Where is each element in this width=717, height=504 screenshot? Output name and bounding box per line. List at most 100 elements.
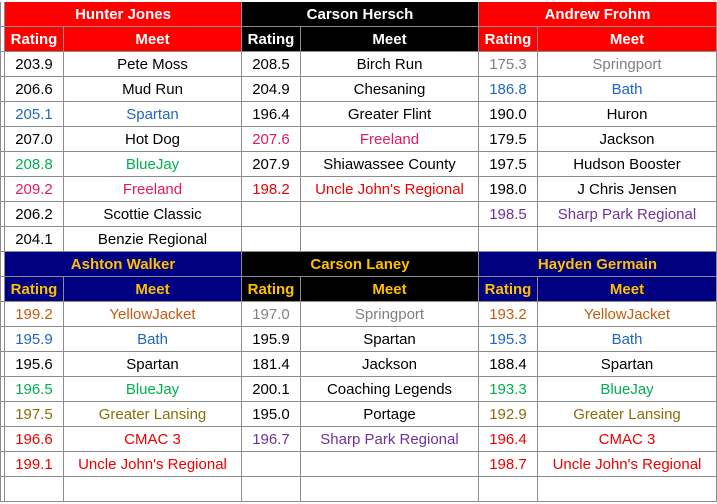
meet-cell[interactable]: Uncle John's Regional bbox=[538, 452, 717, 477]
rating-cell[interactable] bbox=[5, 477, 64, 502]
meet-cell[interactable]: Chesaning bbox=[301, 77, 479, 102]
rating-cell[interactable]: 196.6 bbox=[5, 427, 64, 452]
rating-column-header[interactable]: Rating bbox=[242, 27, 301, 52]
gutter-cell[interactable] bbox=[0, 52, 5, 77]
meet-cell[interactable]: Sharp Park Regional bbox=[301, 427, 479, 452]
meet-cell[interactable] bbox=[301, 202, 479, 227]
rating-cell[interactable]: 198.0 bbox=[479, 177, 538, 202]
athlete-name-carson-hersch[interactable]: Carson Hersch bbox=[242, 2, 479, 27]
meet-cell[interactable]: Greater Lansing bbox=[64, 402, 242, 427]
athlete-name-carson-laney[interactable]: Carson Laney bbox=[242, 252, 479, 277]
athlete-name-ashton-walker[interactable]: Ashton Walker bbox=[5, 252, 242, 277]
rating-cell[interactable]: 195.3 bbox=[479, 327, 538, 352]
rating-column-header[interactable]: Rating bbox=[5, 27, 64, 52]
meet-cell[interactable]: Spartan bbox=[538, 352, 717, 377]
rating-cell[interactable]: 186.8 bbox=[479, 77, 538, 102]
meet-cell[interactable]: YellowJacket bbox=[538, 302, 717, 327]
rating-cell[interactable]: 197.5 bbox=[5, 402, 64, 427]
rating-cell[interactable]: 196.7 bbox=[242, 427, 301, 452]
meet-cell[interactable]: Pete Moss bbox=[64, 52, 242, 77]
meet-cell[interactable]: Freeland bbox=[64, 177, 242, 202]
athlete-name-hunter-jones[interactable]: Hunter Jones bbox=[5, 2, 242, 27]
meet-cell[interactable]: Jackson bbox=[301, 352, 479, 377]
meet-cell[interactable]: Birch Run bbox=[301, 52, 479, 77]
meet-cell[interactable]: Portage bbox=[301, 402, 479, 427]
rating-cell[interactable]: 193.2 bbox=[479, 302, 538, 327]
meet-cell[interactable]: Hot Dog bbox=[64, 127, 242, 152]
meet-cell[interactable]: Shiawassee County bbox=[301, 152, 479, 177]
rating-cell[interactable]: 190.0 bbox=[479, 102, 538, 127]
meet-cell[interactable]: Bath bbox=[538, 327, 717, 352]
meet-cell[interactable]: Bath bbox=[64, 327, 242, 352]
rating-cell[interactable] bbox=[479, 477, 538, 502]
meet-cell[interactable] bbox=[301, 452, 479, 477]
gutter-cell[interactable] bbox=[0, 2, 5, 27]
gutter-cell[interactable] bbox=[0, 177, 5, 202]
gutter-cell[interactable] bbox=[0, 227, 5, 252]
meet-cell[interactable]: J Chris Jensen bbox=[538, 177, 717, 202]
meet-cell[interactable]: Uncle John's Regional bbox=[64, 452, 242, 477]
rating-cell[interactable]: 207.0 bbox=[5, 127, 64, 152]
rating-cell[interactable]: 206.6 bbox=[5, 77, 64, 102]
gutter-cell[interactable] bbox=[0, 202, 5, 227]
gutter-cell[interactable] bbox=[0, 477, 5, 502]
rating-cell[interactable] bbox=[242, 452, 301, 477]
meet-cell[interactable]: Benzie Regional bbox=[64, 227, 242, 252]
rating-cell[interactable]: 205.1 bbox=[5, 102, 64, 127]
rating-cell[interactable]: 198.2 bbox=[242, 177, 301, 202]
meet-column-header[interactable]: Meet bbox=[538, 277, 717, 302]
meet-cell[interactable] bbox=[538, 227, 717, 252]
meet-cell[interactable]: YellowJacket bbox=[64, 302, 242, 327]
gutter-cell[interactable] bbox=[0, 252, 5, 277]
meet-cell[interactable]: Coaching Legends bbox=[301, 377, 479, 402]
meet-column-header[interactable]: Meet bbox=[64, 277, 242, 302]
gutter-cell[interactable] bbox=[0, 402, 5, 427]
rating-cell[interactable]: 198.7 bbox=[479, 452, 538, 477]
rating-column-header[interactable]: Rating bbox=[242, 277, 301, 302]
rating-cell[interactable]: 209.2 bbox=[5, 177, 64, 202]
meet-cell[interactable]: Huron bbox=[538, 102, 717, 127]
meet-column-header[interactable]: Meet bbox=[301, 277, 479, 302]
rating-cell[interactable]: 208.5 bbox=[242, 52, 301, 77]
rating-cell[interactable]: 197.5 bbox=[479, 152, 538, 177]
rating-cell[interactable] bbox=[242, 227, 301, 252]
gutter-cell[interactable] bbox=[0, 327, 5, 352]
meet-cell[interactable]: Greater Flint bbox=[301, 102, 479, 127]
meet-cell[interactable]: Jackson bbox=[538, 127, 717, 152]
meet-cell[interactable] bbox=[301, 227, 479, 252]
meet-cell[interactable] bbox=[64, 477, 242, 502]
rating-cell[interactable]: 199.1 bbox=[5, 452, 64, 477]
rating-cell[interactable]: 195.9 bbox=[242, 327, 301, 352]
rating-cell[interactable]: 207.9 bbox=[242, 152, 301, 177]
meet-column-header[interactable]: Meet bbox=[301, 27, 479, 52]
gutter-cell[interactable] bbox=[0, 302, 5, 327]
rating-cell[interactable]: 193.3 bbox=[479, 377, 538, 402]
meet-cell[interactable] bbox=[301, 477, 479, 502]
gutter-cell[interactable] bbox=[0, 427, 5, 452]
meet-cell[interactable]: Springport bbox=[301, 302, 479, 327]
rating-column-header[interactable]: Rating bbox=[479, 27, 538, 52]
rating-cell[interactable]: 197.0 bbox=[242, 302, 301, 327]
athlete-name-andrew-frohm[interactable]: Andrew Frohm bbox=[479, 2, 717, 27]
meet-cell[interactable]: Uncle John's Regional bbox=[301, 177, 479, 202]
meet-cell[interactable]: Freeland bbox=[301, 127, 479, 152]
meet-cell[interactable]: Greater Lansing bbox=[538, 402, 717, 427]
rating-cell[interactable] bbox=[479, 227, 538, 252]
meet-cell[interactable] bbox=[538, 477, 717, 502]
meet-cell[interactable]: BlueJay bbox=[538, 377, 717, 402]
gutter-cell[interactable] bbox=[0, 27, 5, 52]
rating-column-header[interactable]: Rating bbox=[5, 277, 64, 302]
rating-cell[interactable] bbox=[242, 477, 301, 502]
rating-cell[interactable]: 188.4 bbox=[479, 352, 538, 377]
rating-cell[interactable]: 179.5 bbox=[479, 127, 538, 152]
meet-cell[interactable]: CMAC 3 bbox=[64, 427, 242, 452]
meet-cell[interactable]: Springport bbox=[538, 52, 717, 77]
rating-cell[interactable]: 192.9 bbox=[479, 402, 538, 427]
meet-cell[interactable]: Bath bbox=[538, 77, 717, 102]
rating-cell[interactable]: 196.4 bbox=[479, 427, 538, 452]
meet-cell[interactable]: Scottie Classic bbox=[64, 202, 242, 227]
meet-cell[interactable]: Spartan bbox=[64, 102, 242, 127]
rating-cell[interactable]: 198.5 bbox=[479, 202, 538, 227]
rating-cell[interactable]: 196.4 bbox=[242, 102, 301, 127]
rating-cell[interactable]: 208.8 bbox=[5, 152, 64, 177]
